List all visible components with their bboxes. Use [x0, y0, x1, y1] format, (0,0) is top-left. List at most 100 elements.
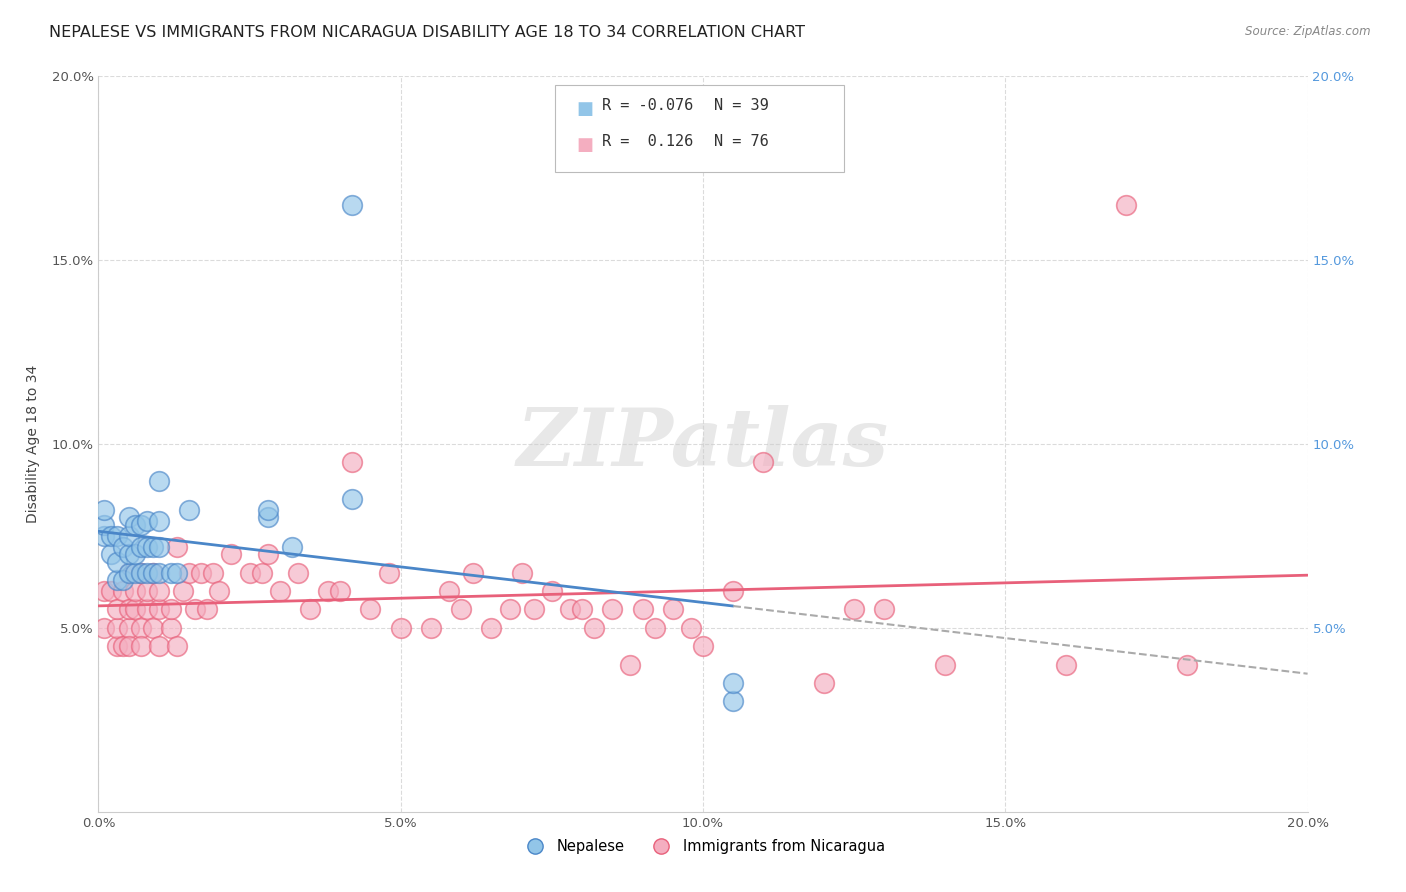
Point: [342, 197, 364, 211]
Point: [571, 602, 593, 616]
Point: [148, 566, 170, 580]
Point: [287, 566, 309, 580]
Point: [510, 566, 533, 580]
Point: [179, 503, 201, 517]
Point: [481, 621, 503, 635]
Text: ■: ■: [576, 100, 593, 118]
Point: [934, 657, 956, 672]
Point: [450, 602, 472, 616]
Point: [105, 621, 128, 635]
Point: [190, 566, 212, 580]
Point: [208, 584, 231, 599]
Point: [723, 676, 745, 690]
Point: [100, 529, 122, 543]
Point: [316, 584, 339, 599]
Point: [166, 639, 188, 653]
Point: [124, 602, 146, 616]
Point: [377, 566, 399, 580]
Point: [329, 584, 352, 599]
Point: [111, 639, 134, 653]
Point: [420, 621, 443, 635]
Point: [142, 566, 165, 580]
Point: [256, 547, 278, 561]
Point: [221, 547, 243, 561]
Point: [160, 602, 183, 616]
Point: [644, 621, 666, 635]
Point: [135, 566, 157, 580]
Point: [135, 540, 157, 554]
Point: [256, 510, 278, 524]
Point: [142, 566, 165, 580]
Point: [129, 639, 152, 653]
Point: [100, 547, 122, 561]
Point: [135, 602, 157, 616]
Point: [360, 602, 382, 616]
Text: ■: ■: [576, 136, 593, 153]
Point: [844, 602, 866, 616]
Point: [105, 554, 128, 569]
Point: [124, 566, 146, 580]
Point: [195, 602, 218, 616]
Point: [148, 474, 170, 488]
Point: [166, 540, 188, 554]
Point: [118, 639, 141, 653]
Point: [93, 584, 115, 599]
Point: [111, 540, 134, 554]
Text: N = 76: N = 76: [714, 134, 769, 149]
Point: [105, 602, 128, 616]
Point: [172, 584, 194, 599]
Point: [723, 694, 745, 708]
Point: [111, 573, 134, 587]
Point: [583, 621, 606, 635]
Point: [558, 602, 581, 616]
Point: [124, 517, 146, 532]
Point: [118, 547, 141, 561]
Point: [93, 529, 115, 543]
Point: [389, 621, 412, 635]
Point: [692, 639, 714, 653]
Point: [523, 602, 546, 616]
Text: R = -0.076: R = -0.076: [602, 98, 693, 113]
Point: [813, 676, 835, 690]
Point: [148, 602, 170, 616]
Point: [93, 621, 115, 635]
Point: [256, 503, 278, 517]
Point: [166, 566, 188, 580]
Point: [93, 517, 115, 532]
Point: [160, 566, 183, 580]
Point: [124, 584, 146, 599]
Point: [118, 602, 141, 616]
Point: [437, 584, 460, 599]
Point: [93, 503, 115, 517]
Point: [631, 602, 654, 616]
Point: [723, 584, 745, 599]
Point: [118, 510, 141, 524]
Point: [679, 621, 702, 635]
Point: [160, 621, 183, 635]
Point: [135, 584, 157, 599]
Point: [118, 566, 141, 580]
Point: [129, 566, 152, 580]
Point: [135, 514, 157, 528]
Point: [602, 602, 624, 616]
Text: Source: ZipAtlas.com: Source: ZipAtlas.com: [1246, 25, 1371, 38]
Point: [118, 529, 141, 543]
Point: [661, 602, 683, 616]
Point: [342, 455, 364, 469]
Point: [129, 517, 152, 532]
Point: [142, 621, 165, 635]
Point: [184, 602, 207, 616]
Legend: Nepalese, Immigrants from Nicaragua: Nepalese, Immigrants from Nicaragua: [515, 833, 891, 860]
Point: [281, 540, 304, 554]
Point: [105, 639, 128, 653]
Point: [118, 621, 141, 635]
Point: [129, 566, 152, 580]
Point: [105, 529, 128, 543]
Point: [498, 602, 520, 616]
Point: [1054, 657, 1077, 672]
Point: [752, 455, 775, 469]
Point: [148, 514, 170, 528]
Point: [202, 566, 225, 580]
Point: [118, 566, 141, 580]
Point: [111, 584, 134, 599]
